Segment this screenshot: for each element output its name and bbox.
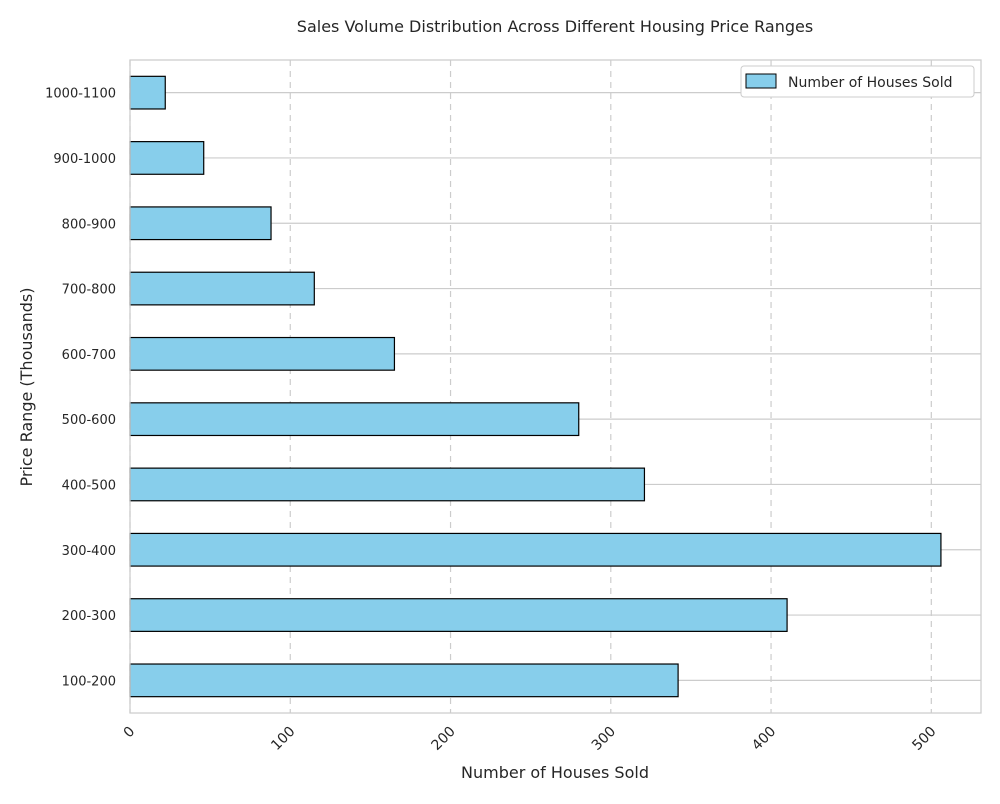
bar <box>129 402 580 437</box>
legend-label: Number of Houses Sold <box>788 75 952 91</box>
legend-swatch <box>745 73 777 89</box>
bar <box>129 75 166 110</box>
legend-box <box>740 65 975 98</box>
plot-frame <box>129 59 982 714</box>
bar <box>129 336 396 371</box>
bar <box>129 271 315 306</box>
y-tick-label: 800-900 <box>62 217 116 232</box>
bar <box>129 206 272 241</box>
y-tick-label: 100-200 <box>62 674 116 689</box>
x-axis-label: Number of Houses Sold <box>461 763 649 782</box>
legend: Number of Houses Sold <box>740 65 975 98</box>
y-tick-label: 700-800 <box>62 283 116 298</box>
y-tick-label: 900-1000 <box>53 152 116 167</box>
y-tick-label: 1000-1100 <box>45 87 116 102</box>
y-tick-label: 500-600 <box>62 413 116 428</box>
bar <box>129 532 942 567</box>
chart-title: Sales Volume Distribution Across Differe… <box>297 17 813 36</box>
y-axis-label: Price Range (Thousands) <box>17 287 36 486</box>
bar <box>129 467 646 502</box>
bar <box>129 598 788 632</box>
y-tick-label: 400-500 <box>62 478 116 493</box>
bar <box>129 141 205 175</box>
bar <box>129 663 679 698</box>
y-tick-label: 200-300 <box>62 609 116 624</box>
y-tick-label: 600-700 <box>62 348 116 363</box>
bars-layer <box>129 75 942 698</box>
y-tick-label: 300-400 <box>62 544 116 559</box>
